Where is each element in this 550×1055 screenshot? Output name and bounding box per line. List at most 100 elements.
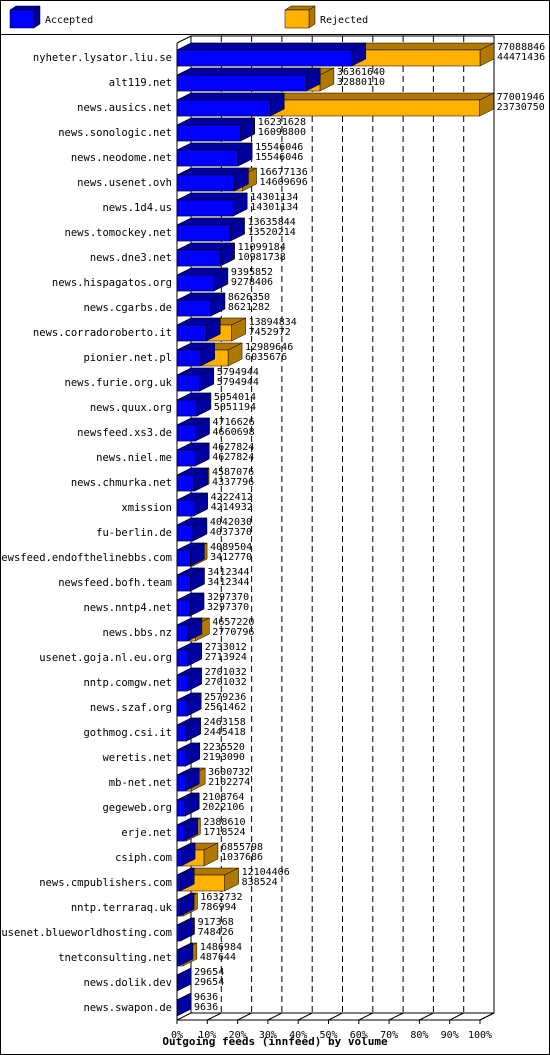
- y-tick-label: newsfeed.endofthelinebbs.com: [0, 552, 172, 564]
- value-label: 6035676: [245, 352, 287, 363]
- value-label: 2579236: [204, 692, 246, 703]
- bar-front: [176, 199, 234, 217]
- legend-label: Accepted: [45, 15, 93, 26]
- bar-front: [176, 349, 201, 367]
- y-tick-label: news.swapon.de: [83, 1002, 172, 1014]
- y-tick-label: news.nntp4.net: [83, 602, 172, 614]
- value-label: 32880110: [337, 77, 385, 88]
- value-label: 838524: [242, 877, 278, 888]
- bar-front: [176, 374, 201, 392]
- bar: [176, 467, 209, 492]
- value-label: 4037370: [210, 527, 252, 538]
- bar: [176, 367, 215, 392]
- y-tick-label: mb-net.net: [109, 777, 172, 789]
- value-label: 7452972: [249, 327, 291, 338]
- bar: [176, 317, 221, 342]
- y-tick-label: news.chmurka.net: [71, 477, 172, 489]
- x-tick-label: 0%: [171, 1030, 183, 1041]
- value-label: 44471436: [497, 52, 545, 63]
- floor-line: [419, 1012, 434, 1021]
- value-label: 1486984: [200, 942, 242, 953]
- bar: [176, 767, 200, 792]
- value-label: 748426: [198, 927, 234, 938]
- bar-front: [176, 674, 188, 692]
- y-tick-label: news.cmpublishers.com: [39, 877, 172, 889]
- value-label: 3297370: [207, 592, 249, 603]
- y-tick-label: news.dne3.net: [90, 252, 172, 264]
- x-tick-label: 10%: [198, 1030, 216, 1041]
- y-tick-label: fu-berlin.de: [96, 527, 172, 539]
- bar-front: [176, 899, 181, 917]
- value-label: 917368: [198, 917, 234, 928]
- y-tick-label: news.1d4.us: [102, 202, 172, 214]
- value-label: 1718524: [203, 827, 245, 838]
- value-label: 3412770: [210, 552, 252, 563]
- bar: [176, 717, 201, 742]
- bar: [176, 542, 205, 567]
- value-label: 29654: [194, 977, 224, 988]
- value-label: 2108764: [202, 792, 244, 803]
- y-tick-label: erje.net: [121, 827, 172, 839]
- value-label: 16231628: [258, 117, 306, 128]
- bar-top: [176, 67, 321, 76]
- bar-front: [176, 874, 181, 892]
- bar-front: [176, 949, 180, 967]
- floor-line: [267, 1012, 283, 1021]
- bar-front: [176, 549, 191, 567]
- bar: [176, 917, 195, 942]
- bar-front: [176, 649, 188, 667]
- bar: [176, 42, 367, 67]
- bar: [176, 392, 212, 417]
- bar: [176, 67, 321, 92]
- y-tick-label: nyheter.lysator.liu.se: [33, 52, 172, 64]
- bar: [176, 892, 195, 917]
- bar-front: [176, 774, 186, 792]
- y-tick-label: news.furie.org.uk: [65, 377, 173, 389]
- bar-front: [176, 49, 353, 67]
- value-label: 487644: [200, 952, 236, 963]
- bar-front: [176, 924, 181, 942]
- bar: [176, 867, 195, 892]
- legend-swatch-front: [284, 9, 310, 29]
- x-tick-label: 70%: [380, 1030, 398, 1041]
- value-label: 9636: [194, 1002, 218, 1013]
- y-tick-label: nntp.comgw.net: [83, 677, 172, 689]
- x-tick-label: 20%: [229, 1030, 247, 1041]
- value-label: 14301134: [250, 202, 298, 213]
- y-tick-label: usenet.blueworldhosting.com: [1, 927, 172, 939]
- value-label: 13520214: [248, 227, 296, 238]
- value-label: 16098800: [258, 127, 306, 138]
- bar: [176, 442, 210, 467]
- bar-front: [176, 724, 187, 742]
- bar: [176, 217, 245, 242]
- bar-front: [176, 499, 194, 517]
- value-label: 1632732: [200, 892, 242, 903]
- value-label: 2701032: [205, 677, 247, 688]
- floor-line: [176, 1012, 192, 1021]
- bar-front: [176, 799, 186, 817]
- bar: [176, 942, 194, 967]
- value-label: 77088846: [497, 42, 545, 53]
- value-label: 13635844: [248, 217, 296, 228]
- y-tick-label: news.hispagatos.org: [52, 277, 172, 289]
- value-label: 2235520: [203, 742, 245, 753]
- value-label: 4214932: [211, 502, 253, 513]
- value-label: 1037686: [221, 852, 263, 863]
- y-tick-label: newsfeed.xs3.de: [77, 427, 172, 439]
- value-label: 77001946: [497, 92, 545, 103]
- y-tick-label: newsfeed.bofh.team: [58, 577, 172, 589]
- x-tick-label: 60%: [350, 1030, 368, 1041]
- bar: [176, 617, 203, 642]
- legend-label: Rejected: [320, 15, 368, 26]
- y-tick-label: news.corradoroberto.it: [33, 327, 172, 339]
- bar-front: [176, 274, 214, 292]
- floor-line: [449, 1012, 464, 1021]
- value-label: 4587076: [212, 467, 254, 478]
- value-label: 12989646: [245, 342, 293, 353]
- bar: [176, 342, 215, 367]
- bar-front: [176, 174, 235, 192]
- bar: [176, 742, 200, 767]
- bar: [176, 417, 210, 442]
- y-tick-label: news.niel.me: [96, 452, 172, 464]
- value-label: 2388610: [203, 817, 245, 828]
